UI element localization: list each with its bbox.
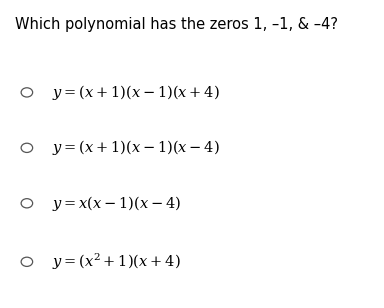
Text: $y = (x^{2}+1)(x+4)$: $y = (x^{2}+1)(x+4)$ [52, 252, 180, 272]
Text: $y = (x+1)(x-1)(x-4)$: $y = (x+1)(x-1)(x-4)$ [52, 138, 220, 157]
Text: $y = x(x-1)(x-4)$: $y = x(x-1)(x-4)$ [52, 194, 181, 213]
Text: $y = (x+1)(x-1)(x+4)$: $y = (x+1)(x-1)(x+4)$ [52, 83, 220, 102]
Text: Which polynomial has the zeros 1, –1, & –4?: Which polynomial has the zeros 1, –1, & … [15, 17, 338, 32]
